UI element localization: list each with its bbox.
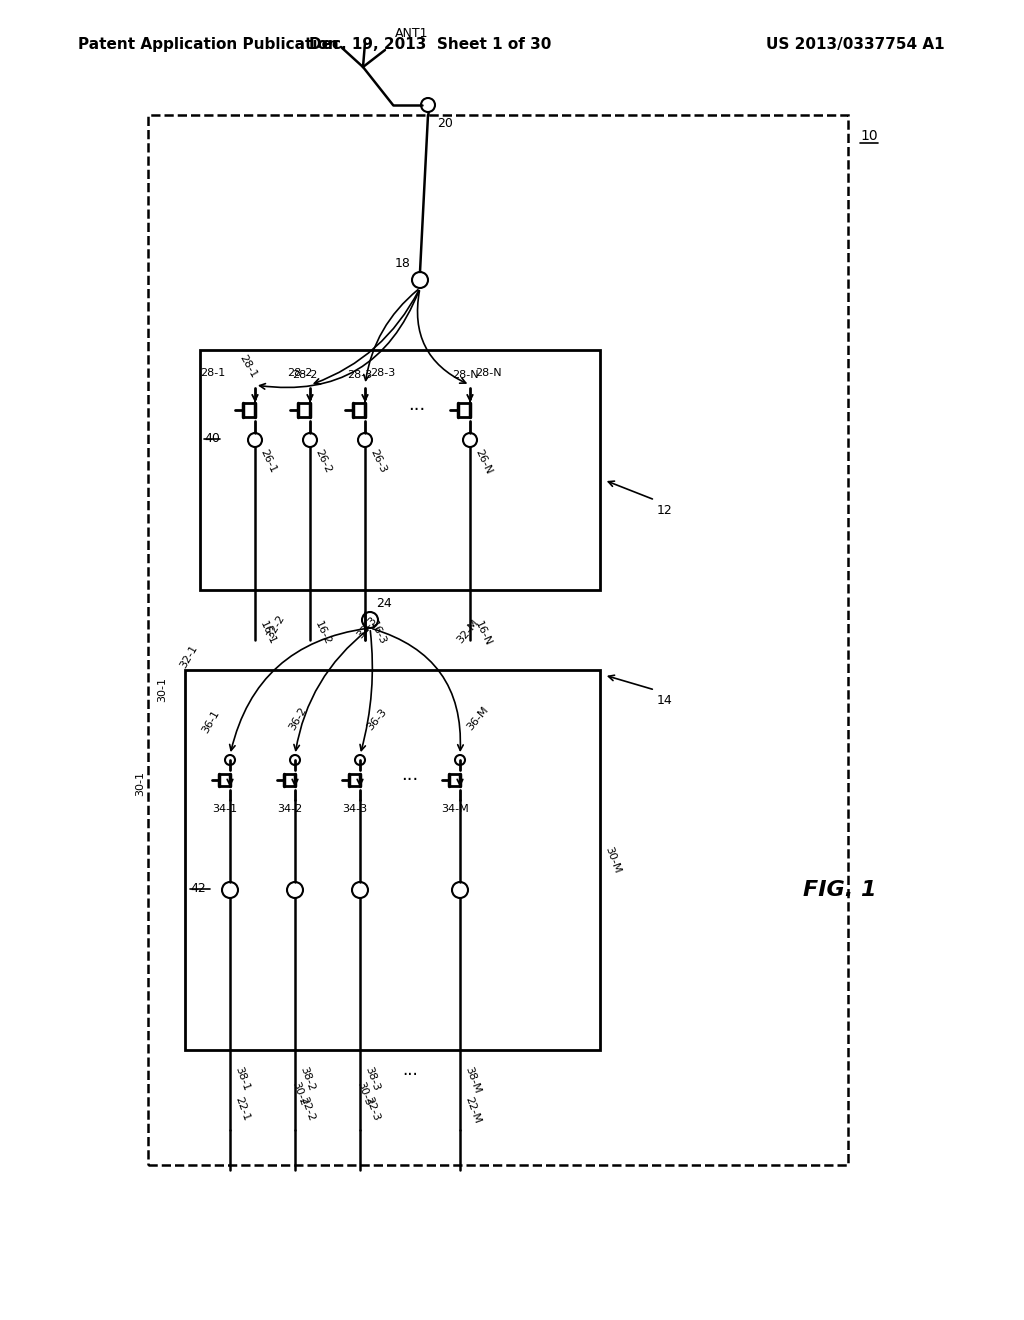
Text: 28-3: 28-3	[370, 368, 395, 378]
Text: 34-2: 34-2	[278, 804, 303, 814]
Text: ...: ...	[409, 396, 426, 414]
Text: ...: ...	[402, 1061, 418, 1078]
Text: 28-2: 28-2	[288, 368, 312, 378]
Bar	[185, 671, 600, 1049]
Text: 34-1: 34-1	[212, 804, 238, 814]
Text: Dec. 19, 2013  Sheet 1 of 30: Dec. 19, 2013 Sheet 1 of 30	[309, 37, 551, 51]
Text: 22-2: 22-2	[298, 1096, 316, 1122]
Text: 34-M: 34-M	[441, 804, 469, 814]
Text: ANT1: ANT1	[395, 26, 428, 40]
Text: 30-3: 30-3	[355, 1080, 373, 1107]
Bar	[148, 115, 848, 1166]
Text: 16-1: 16-1	[258, 620, 278, 647]
Text: 32-2: 32-2	[265, 612, 287, 640]
Text: 14: 14	[657, 694, 673, 708]
Text: US 2013/0337754 A1: US 2013/0337754 A1	[766, 37, 945, 51]
Text: 26-1: 26-1	[258, 447, 278, 475]
Text: 36-2: 36-2	[287, 705, 308, 733]
Text: 16-3: 16-3	[368, 620, 388, 647]
Text: 28-1: 28-1	[237, 354, 258, 380]
Text: 38-1: 38-1	[233, 1065, 251, 1092]
Text: 38-2: 38-2	[298, 1065, 316, 1092]
Text: 24: 24	[376, 597, 392, 610]
Text: 26-3: 26-3	[368, 447, 388, 475]
Text: 26-N: 26-N	[473, 447, 494, 477]
Text: 18: 18	[395, 257, 411, 271]
Text: 28-3: 28-3	[347, 370, 373, 380]
Text: ...: ...	[401, 766, 419, 784]
Text: 30-1: 30-1	[157, 677, 167, 702]
Bar	[200, 350, 600, 590]
Text: 28-N: 28-N	[452, 370, 478, 380]
Text: 22-1: 22-1	[233, 1096, 251, 1122]
Text: 22-M: 22-M	[463, 1096, 482, 1125]
Text: 34-3: 34-3	[342, 804, 368, 814]
Text: 30-M: 30-M	[603, 845, 622, 875]
Text: 32-M: 32-M	[455, 618, 480, 645]
Text: 26-2: 26-2	[313, 447, 333, 475]
Text: 28-2: 28-2	[292, 370, 317, 380]
Text: 12: 12	[657, 504, 673, 517]
Text: FIG. 1: FIG. 1	[803, 880, 877, 900]
Text: 36-1: 36-1	[200, 709, 221, 735]
Text: 36-3: 36-3	[365, 706, 389, 733]
Text: 38-M: 38-M	[463, 1065, 482, 1094]
Text: 22-3: 22-3	[362, 1096, 381, 1122]
Text: 10: 10	[860, 129, 878, 143]
Text: 16-N: 16-N	[473, 620, 494, 648]
Text: 30-2: 30-2	[290, 1080, 308, 1107]
Text: 32-1: 32-1	[178, 643, 200, 671]
Text: 32-3: 32-3	[355, 614, 379, 640]
Text: Patent Application Publication: Patent Application Publication	[78, 37, 339, 51]
Text: 28-N: 28-N	[475, 368, 502, 378]
Text: 36-M: 36-M	[465, 705, 490, 733]
Text: 40: 40	[204, 432, 220, 445]
Text: 42: 42	[190, 882, 206, 895]
Text: 20: 20	[437, 117, 453, 129]
Text: 28-1: 28-1	[200, 368, 225, 378]
Text: 38-3: 38-3	[362, 1065, 381, 1092]
Text: 16-2: 16-2	[313, 620, 333, 647]
Text: 30-1: 30-1	[135, 771, 145, 796]
